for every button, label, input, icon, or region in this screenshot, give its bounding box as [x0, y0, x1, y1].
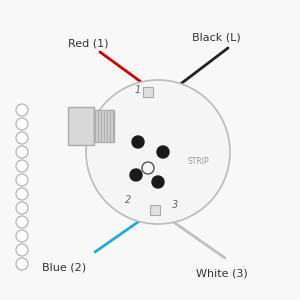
Circle shape — [16, 188, 28, 200]
Circle shape — [142, 162, 154, 174]
Text: STRIP: STRIP — [187, 158, 209, 166]
Bar — [143, 87, 153, 97]
Circle shape — [16, 174, 28, 186]
Circle shape — [16, 104, 28, 116]
Bar — [94, 110, 114, 142]
Bar — [150, 205, 160, 215]
Text: 2: 2 — [125, 195, 131, 205]
Circle shape — [86, 80, 230, 224]
Circle shape — [16, 146, 28, 158]
Circle shape — [16, 258, 28, 270]
Circle shape — [16, 230, 28, 242]
Text: 1: 1 — [135, 85, 141, 95]
Circle shape — [16, 132, 28, 144]
Circle shape — [152, 176, 164, 188]
Text: 3: 3 — [172, 200, 178, 210]
Text: Red (1): Red (1) — [68, 38, 109, 48]
Text: Blue (2): Blue (2) — [42, 262, 86, 272]
Circle shape — [16, 244, 28, 256]
Circle shape — [132, 136, 144, 148]
Circle shape — [16, 118, 28, 130]
Text: Black (L): Black (L) — [192, 32, 241, 42]
Text: White (3): White (3) — [196, 268, 248, 278]
Circle shape — [130, 169, 142, 181]
Circle shape — [157, 146, 169, 158]
Bar — [68, 107, 94, 145]
Circle shape — [16, 202, 28, 214]
Circle shape — [16, 216, 28, 228]
Circle shape — [16, 160, 28, 172]
